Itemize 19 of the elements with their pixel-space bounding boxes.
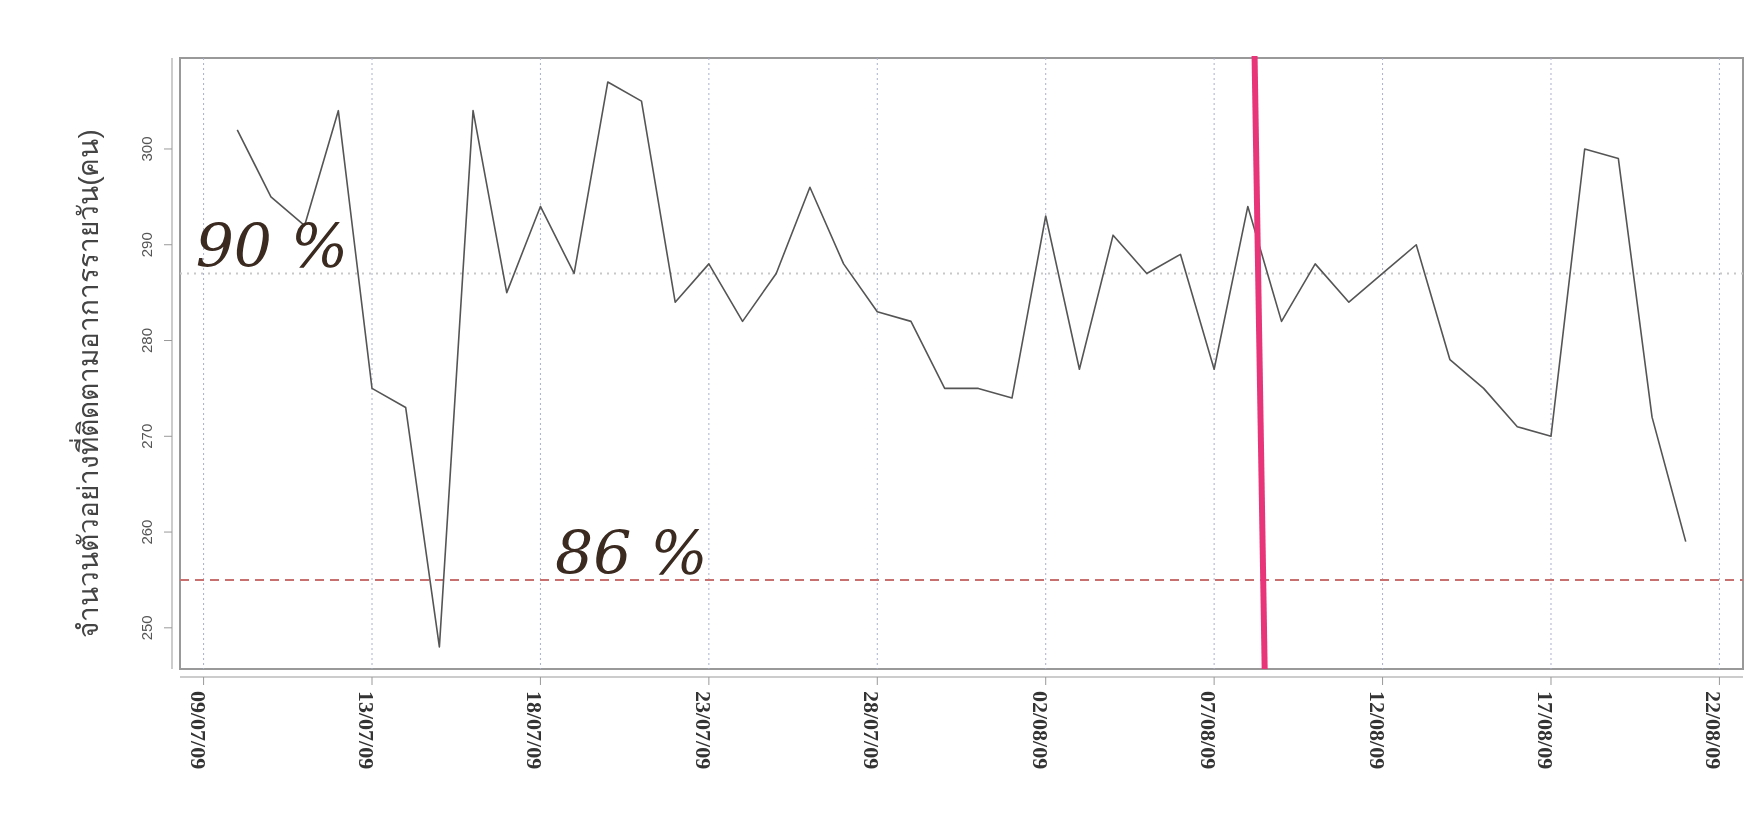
y-tick-label: 260 (138, 519, 155, 545)
x-tick-label: 07/08/09 (1196, 691, 1222, 770)
annotation: 90 % (195, 211, 349, 282)
y-tick-label: 300 (138, 136, 155, 162)
x-tick-label: 13/07/09 (353, 691, 379, 770)
x-tick-label: 18/07/09 (522, 691, 548, 770)
x-tick-label: 28/07/09 (859, 691, 885, 770)
y-tick-label: 270 (138, 423, 155, 449)
x-tick-label: 17/08/09 (1532, 691, 1558, 770)
y-tick-label: 290 (138, 232, 155, 258)
x-tick-label: 09/07/09 (185, 691, 211, 770)
x-tick-label: 02/08/09 (1027, 691, 1053, 770)
y-axis-title: จำนวนตัวอย่างที่ติดตามอาการรายวัน(คน) (69, 129, 104, 638)
annotation: 86 % (555, 517, 708, 588)
x-tick-label: 23/07/09 (690, 691, 716, 770)
x-tick-label: 12/08/09 (1364, 691, 1390, 770)
x-tick-label: 22/08/09 (1701, 691, 1727, 770)
y-tick-label: 250 (138, 615, 155, 641)
y-tick-label: 280 (138, 328, 155, 354)
